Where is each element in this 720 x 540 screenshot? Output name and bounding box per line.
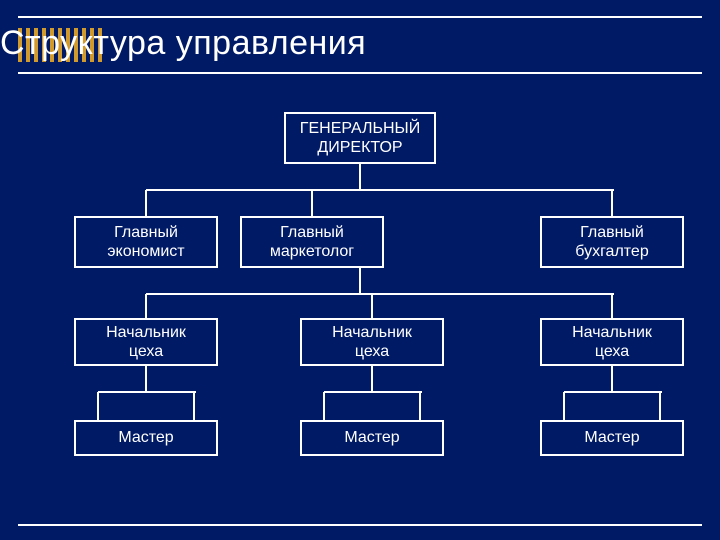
org-chart-connector (145, 190, 147, 216)
org-chart-connector (311, 190, 313, 216)
org-node-mast2: Мастер (300, 420, 444, 456)
org-node-shop2: Начальник цеха (300, 318, 444, 366)
org-chart-connector (359, 268, 361, 294)
org-chart-connector (98, 391, 196, 393)
org-chart-connector (146, 293, 614, 295)
title-underline (18, 72, 702, 74)
org-node-market: Главный маркетолог (240, 216, 384, 268)
slide-title: Структура управления (0, 24, 366, 63)
org-chart-connector (563, 392, 565, 420)
org-chart-connector (564, 391, 662, 393)
org-node-mast1: Мастер (74, 420, 218, 456)
top-rule (18, 16, 702, 18)
org-chart-connector (371, 294, 373, 318)
org-chart-connector (323, 392, 325, 420)
org-chart-connector (359, 164, 361, 190)
org-chart-connector (193, 392, 195, 420)
org-node-shop3: Начальник цеха (540, 318, 684, 366)
org-node-econ: Главный экономист (74, 216, 218, 268)
org-chart-connector (611, 366, 613, 392)
org-chart-connector (611, 190, 613, 216)
org-chart-connector (371, 366, 373, 392)
org-chart-connector (611, 294, 613, 318)
org-node-acct: Главный бухгалтер (540, 216, 684, 268)
bottom-rule (18, 524, 702, 526)
org-node-mast3: Мастер (540, 420, 684, 456)
org-chart-connector (145, 366, 147, 392)
org-node-ceo: ГЕНЕРАЛЬНЫЙ ДИРЕКТОР (284, 112, 436, 164)
org-chart-connector (145, 294, 147, 318)
org-chart-connector (324, 391, 422, 393)
org-node-shop1: Начальник цеха (74, 318, 218, 366)
org-chart-connector (659, 392, 661, 420)
org-chart-connector (146, 189, 614, 191)
org-chart-connector (97, 392, 99, 420)
org-chart-connector (419, 392, 421, 420)
